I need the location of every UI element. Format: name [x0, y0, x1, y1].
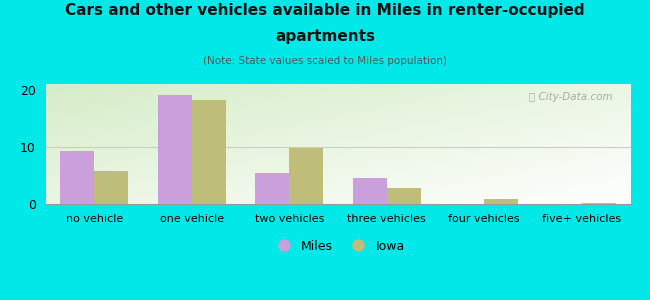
Bar — [484, 199, 519, 204]
Bar — [94, 171, 129, 204]
Bar — [60, 151, 94, 204]
Bar — [255, 172, 289, 204]
Bar — [353, 178, 387, 204]
Legend: Miles, Iowa: Miles, Iowa — [266, 235, 410, 258]
Text: (Note: State values scaled to Miles population): (Note: State values scaled to Miles popu… — [203, 56, 447, 65]
Bar — [157, 95, 192, 204]
Bar — [387, 188, 421, 204]
Bar — [192, 100, 226, 204]
Bar — [582, 203, 616, 204]
Text: ⓘ City-Data.com: ⓘ City-Data.com — [529, 92, 613, 102]
Bar — [289, 148, 324, 204]
Text: apartments: apartments — [275, 28, 375, 44]
Text: Cars and other vehicles available in Miles in renter-occupied: Cars and other vehicles available in Mil… — [65, 3, 585, 18]
